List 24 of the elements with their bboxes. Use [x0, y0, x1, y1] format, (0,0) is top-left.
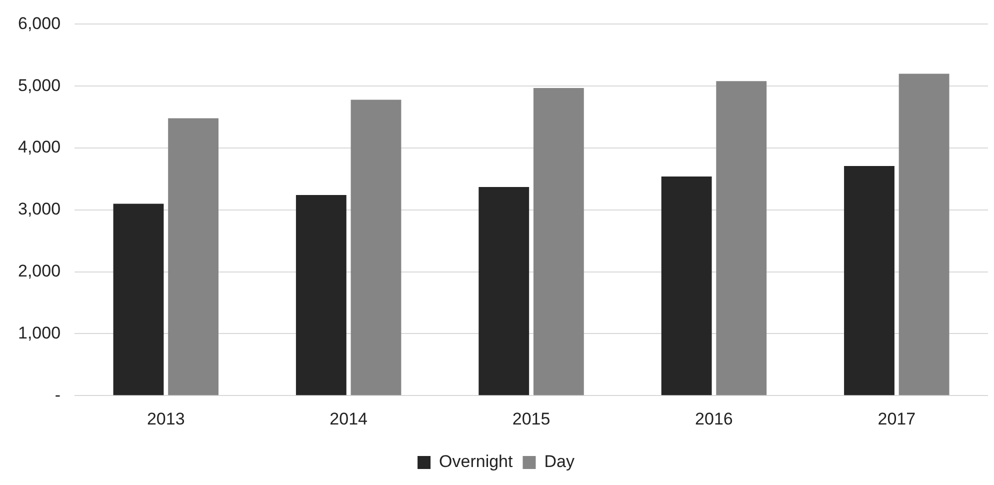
y-tick-label: 6,000: [18, 14, 61, 33]
y-tick-label: 1,000: [18, 323, 61, 342]
legend-label: Day: [544, 452, 575, 472]
x-tick-label: 2014: [330, 409, 368, 428]
bar: [898, 74, 950, 396]
x-tick-label: 2015: [512, 409, 550, 428]
y-tick-label: 3,000: [18, 200, 61, 219]
legend-label: Overnight: [439, 452, 514, 472]
x-tick-label: 2017: [878, 409, 916, 428]
y-tick-label: 2,000: [18, 261, 61, 280]
y-tick-label: -: [54, 385, 61, 404]
bar: [844, 166, 894, 396]
bar: [716, 81, 767, 396]
bar: [661, 176, 712, 396]
bar: [533, 88, 584, 396]
x-tick-label: 2016: [695, 409, 733, 428]
bar: [350, 100, 402, 396]
bar: [113, 204, 164, 396]
bar: [168, 118, 219, 396]
x-tick-label: 2013: [146, 409, 185, 428]
y-tick-label: 4,000: [18, 138, 61, 157]
bar: [296, 195, 346, 396]
bar: [478, 186, 530, 396]
y-tick-label: 5,000: [18, 76, 61, 95]
